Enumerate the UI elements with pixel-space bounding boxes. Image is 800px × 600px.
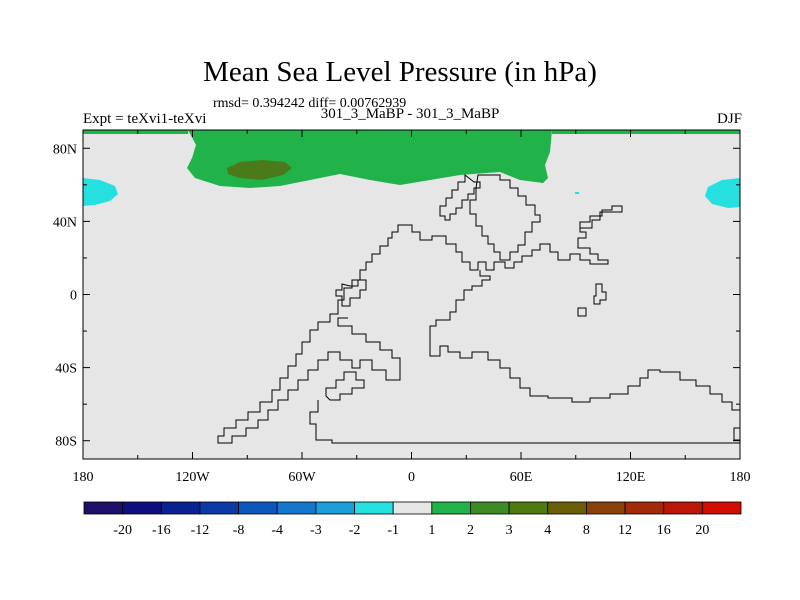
colorbar-box xyxy=(83,501,124,515)
colorbar-box xyxy=(508,501,549,515)
colorbar-box xyxy=(470,501,510,515)
colorbar-label: 2 xyxy=(467,523,474,538)
colorbar-label: -4 xyxy=(271,523,283,538)
negative-anomaly-region xyxy=(705,178,740,208)
case-label: 301_3_MaBP - 301_3_MaBP xyxy=(320,106,500,122)
colorbar-label: -20 xyxy=(113,523,132,538)
colorbar xyxy=(83,501,742,515)
lon-tick-label: 60E xyxy=(510,470,533,485)
lat-tick-label: 40N xyxy=(53,215,77,230)
colorbar-label: 16 xyxy=(657,523,671,538)
season-label: DJF xyxy=(716,111,742,127)
colorbar-box xyxy=(624,501,665,515)
colorbar-labels: -20 -16 -12 -8 -4 -3 -2 -1 1 2 3 4 8 12 16 20 xyxy=(113,523,709,538)
colorbar-box xyxy=(663,501,703,515)
colorbar-label: 8 xyxy=(583,523,590,538)
colorbar-label: 12 xyxy=(618,523,632,538)
lon-tick-label: 60W xyxy=(288,470,316,485)
lon-tick-label: 180 xyxy=(730,470,751,485)
axis-ticks xyxy=(82,130,741,459)
colorbar-box xyxy=(354,501,394,515)
positive-anomaly-core xyxy=(227,160,292,180)
map-background xyxy=(83,130,740,459)
lat-tick-label: 80N xyxy=(53,142,77,157)
plot-title: Mean Sea Level Pressure (in hPa) xyxy=(203,56,597,88)
experiment-label: Expt = teXvi1-teXvi xyxy=(83,111,207,127)
lon-tick-label: 120W xyxy=(175,470,210,485)
positive-anomaly-region xyxy=(83,130,188,134)
colorbar-label: -1 xyxy=(387,523,399,538)
lon-tick-label: 120E xyxy=(616,470,646,485)
lat-tick-label: 0 xyxy=(70,289,77,304)
lat-tick-label: 40S xyxy=(55,362,77,377)
colorbar-box xyxy=(701,501,742,515)
colorbar-box xyxy=(160,501,201,515)
colorbar-label: -3 xyxy=(310,523,322,538)
lat-tick-label: 80S xyxy=(55,435,77,450)
colorbar-box xyxy=(315,501,355,515)
colorbar-label: 1 xyxy=(428,523,435,538)
negative-anomaly-spot xyxy=(575,192,579,194)
colorbar-box xyxy=(431,501,471,515)
lon-tick-label: 0 xyxy=(408,470,415,485)
colorbar-box xyxy=(122,501,162,515)
latitude-labels: 80N 40N 0 40S 80S xyxy=(53,142,77,449)
colorbar-label: 20 xyxy=(695,523,709,538)
negative-anomaly-region xyxy=(83,178,118,206)
colorbar-box xyxy=(238,501,278,515)
colorbar-label: 3 xyxy=(506,523,513,538)
colorbar-box xyxy=(276,501,317,515)
colorbar-label: 4 xyxy=(544,523,551,538)
lon-tick-label: 180 xyxy=(73,470,94,485)
colorbar-label: -8 xyxy=(233,523,245,538)
colorbar-box xyxy=(392,501,433,515)
colorbar-box xyxy=(199,501,239,515)
colorbar-box xyxy=(586,501,626,515)
colorbar-label: -2 xyxy=(349,523,361,538)
positive-anomaly-region xyxy=(552,130,740,134)
stats-string: rmsd= 0.394242 diff= 0.00762939 xyxy=(213,96,407,111)
colorbar-box xyxy=(547,501,587,515)
colorbar-label: -12 xyxy=(191,523,210,538)
colorbar-label: -16 xyxy=(152,523,171,538)
longitude-labels: 180 120W 60W 0 60E 120E 180 xyxy=(73,470,751,485)
